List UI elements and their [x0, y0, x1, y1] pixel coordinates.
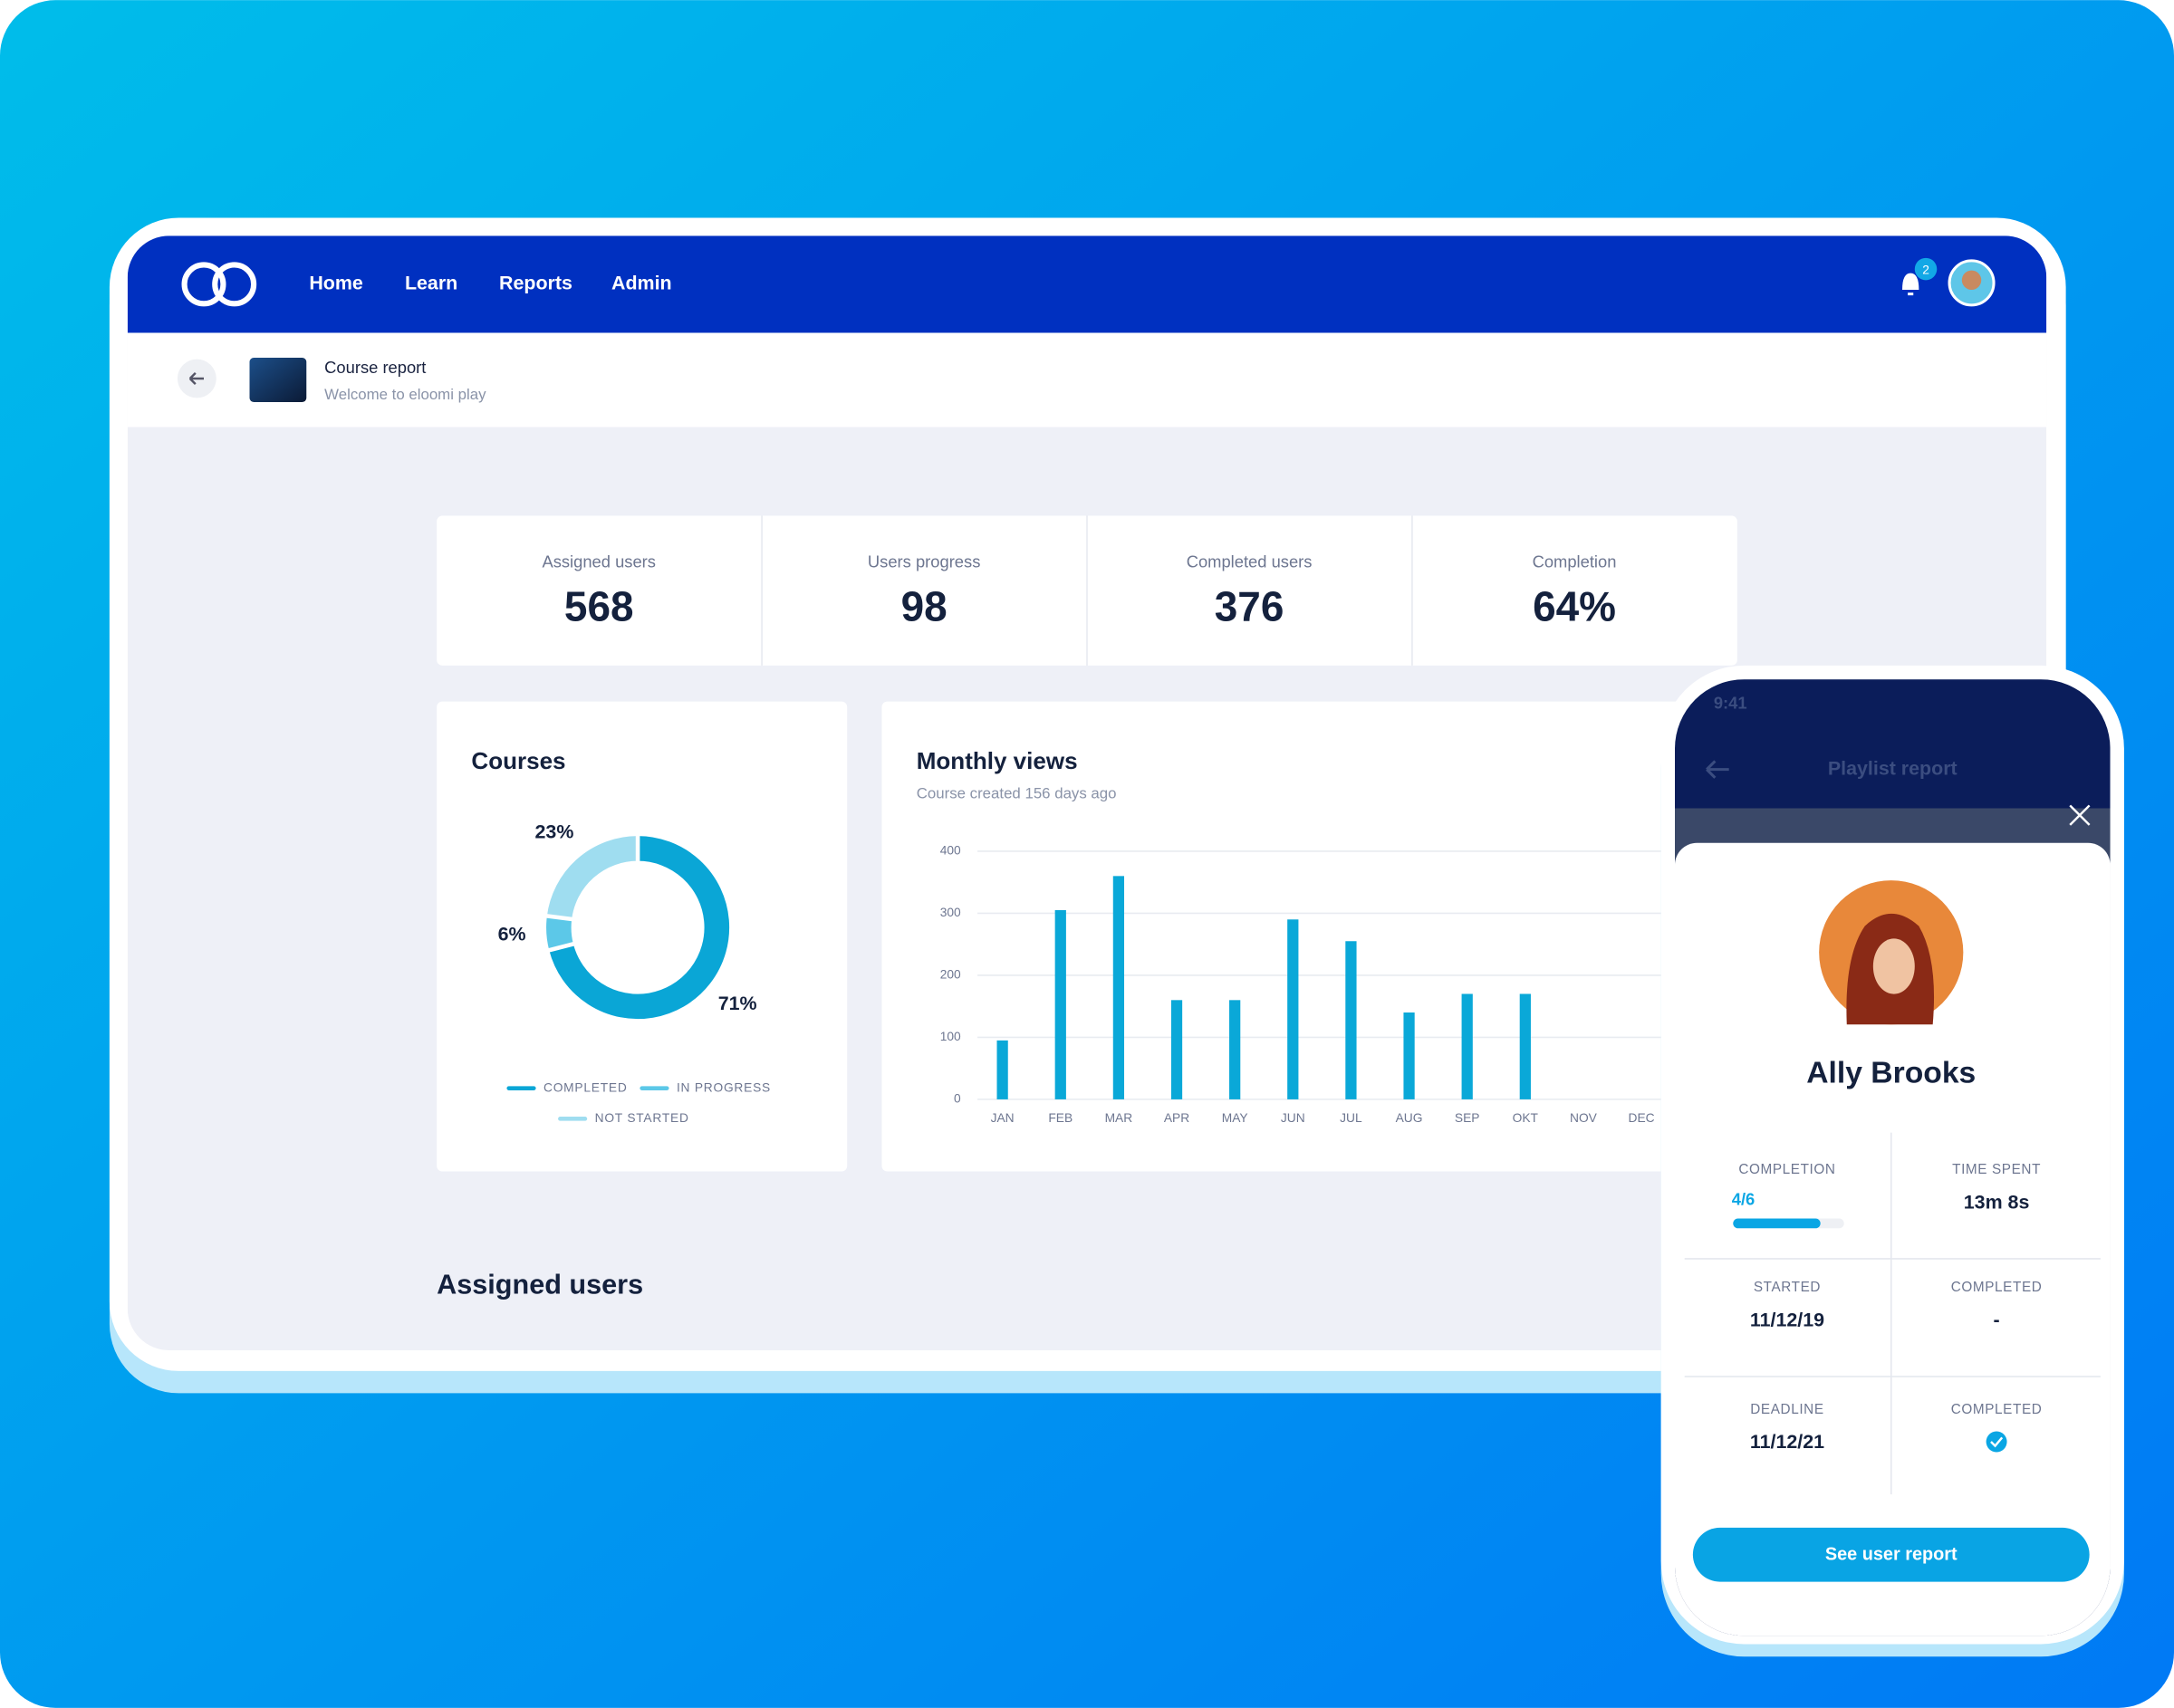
- stat-label: Completed users: [1187, 552, 1313, 571]
- field-dividers: [1684, 1132, 2101, 1495]
- y-tick-label: 400: [940, 844, 961, 858]
- field-label: COMPLETED: [1951, 1402, 2043, 1417]
- logo[interactable]: [181, 262, 257, 307]
- button-label[interactable]: See user report: [1825, 1545, 1958, 1565]
- donut-label: 23%: [535, 820, 574, 842]
- legend-label: IN PROGRESS: [677, 1080, 771, 1094]
- field-label: DEADLINE: [1750, 1402, 1823, 1417]
- stat-value: 376: [1215, 583, 1284, 630]
- nav-bar: [127, 235, 2047, 333]
- phone-back: [1706, 760, 1729, 779]
- courses-card: [437, 701, 848, 1172]
- badge-count: 2: [1922, 263, 1929, 276]
- check-mark: [1990, 1436, 2004, 1448]
- close-button[interactable]: [2069, 804, 2091, 826]
- x-tick-label: JUL: [1340, 1111, 1362, 1125]
- x-tick-label: FEB: [1048, 1111, 1073, 1125]
- phone-screen: 9:41 Playlist report Ally Brooks COMPLET…: [1674, 679, 2111, 1636]
- bar: [1345, 941, 1357, 1099]
- back-arrow: [188, 372, 204, 385]
- field-value: -: [1994, 1309, 2000, 1330]
- avatar-face: [1961, 270, 1982, 291]
- legend-label: COMPLETED: [544, 1080, 628, 1094]
- bar: [1229, 1000, 1241, 1099]
- header-bar: [127, 332, 2047, 427]
- x-tick-label: MAR: [1105, 1111, 1133, 1125]
- y-tick-label: 200: [940, 968, 961, 982]
- y-tick-label: 300: [940, 906, 961, 919]
- card-title: Courses: [471, 747, 565, 774]
- course-thumbnail: [249, 358, 307, 403]
- field-value: 11/12/19: [1750, 1309, 1824, 1330]
- avatar-face: [1872, 938, 1915, 994]
- y-tick-label: 100: [940, 1030, 961, 1043]
- segment-gap: [547, 941, 575, 953]
- header-title: Course report: [324, 358, 426, 377]
- donut-segment: [546, 836, 639, 920]
- x-tick-label: APR: [1164, 1111, 1189, 1125]
- stat-value: 568: [564, 583, 634, 630]
- x-tick-label: SEP: [1455, 1111, 1480, 1125]
- bar: [996, 1040, 1008, 1099]
- x-tick-label: DEC: [1629, 1111, 1655, 1125]
- donut-label: 6%: [498, 924, 526, 945]
- field-label: COMPLETED: [1951, 1280, 2043, 1295]
- stat-value: 64%: [1533, 583, 1616, 630]
- phone-title: Playlist report: [1828, 757, 1958, 779]
- x-tick-label: JAN: [991, 1111, 1015, 1125]
- x-tick-label: AUG: [1396, 1111, 1423, 1125]
- field-value: 4/6: [1732, 1189, 1756, 1208]
- app-screen: Home Learn Reports Admin 2 Course report…: [127, 235, 2047, 1350]
- stat-value: 98: [901, 583, 948, 630]
- card-subtitle: Course created 156 days ago: [917, 785, 1117, 802]
- stat-label: Assigned users: [542, 552, 656, 571]
- segment-gap: [545, 913, 573, 922]
- bar: [1170, 1000, 1183, 1099]
- nav-item[interactable]: Reports: [499, 273, 572, 294]
- bar: [1403, 1012, 1415, 1099]
- profile-name: Ally Brooks: [1806, 1056, 1976, 1089]
- x-tick-label: MAY: [1222, 1111, 1248, 1125]
- bar: [1287, 919, 1299, 1099]
- badge: [1914, 257, 1938, 281]
- bar: [1461, 993, 1473, 1099]
- stat-label: Completion: [1533, 552, 1617, 571]
- legend-label: NOT STARTED: [595, 1111, 689, 1125]
- donut-label: 71%: [718, 993, 757, 1014]
- report-button[interactable]: [1692, 1527, 2090, 1582]
- y-tick-label: 0: [954, 1092, 961, 1106]
- nav-item[interactable]: Admin: [611, 273, 672, 294]
- progress-fill: [1733, 1218, 1821, 1229]
- field-label: STARTED: [1754, 1280, 1821, 1295]
- header-subtitle: Welcome to eloomi play: [324, 386, 486, 403]
- field-label: TIME SPENT: [1952, 1162, 2041, 1177]
- bar: [1112, 876, 1125, 1099]
- field-value: 11/12/21: [1750, 1431, 1824, 1453]
- stat-label: Users progress: [868, 552, 980, 571]
- donut-segment: [549, 836, 730, 1020]
- x-tick-label: OKT: [1513, 1111, 1539, 1125]
- x-tick-label: NOV: [1570, 1111, 1598, 1125]
- card-title: Monthly views: [917, 747, 1078, 774]
- bar: [1519, 993, 1531, 1099]
- section-title: Assigned users: [437, 1270, 643, 1300]
- field-label: COMPLETION: [1738, 1162, 1835, 1177]
- check-icon: [1986, 1431, 2007, 1453]
- bar: [1054, 910, 1066, 1099]
- field-value: 13m 8s: [1964, 1191, 2030, 1213]
- x-tick-label: JUN: [1281, 1111, 1305, 1125]
- nav-item[interactable]: Learn: [405, 273, 457, 294]
- status-time: 9:41: [1714, 694, 1747, 713]
- donut-segment: [546, 916, 574, 951]
- nav-item[interactable]: Home: [309, 273, 363, 294]
